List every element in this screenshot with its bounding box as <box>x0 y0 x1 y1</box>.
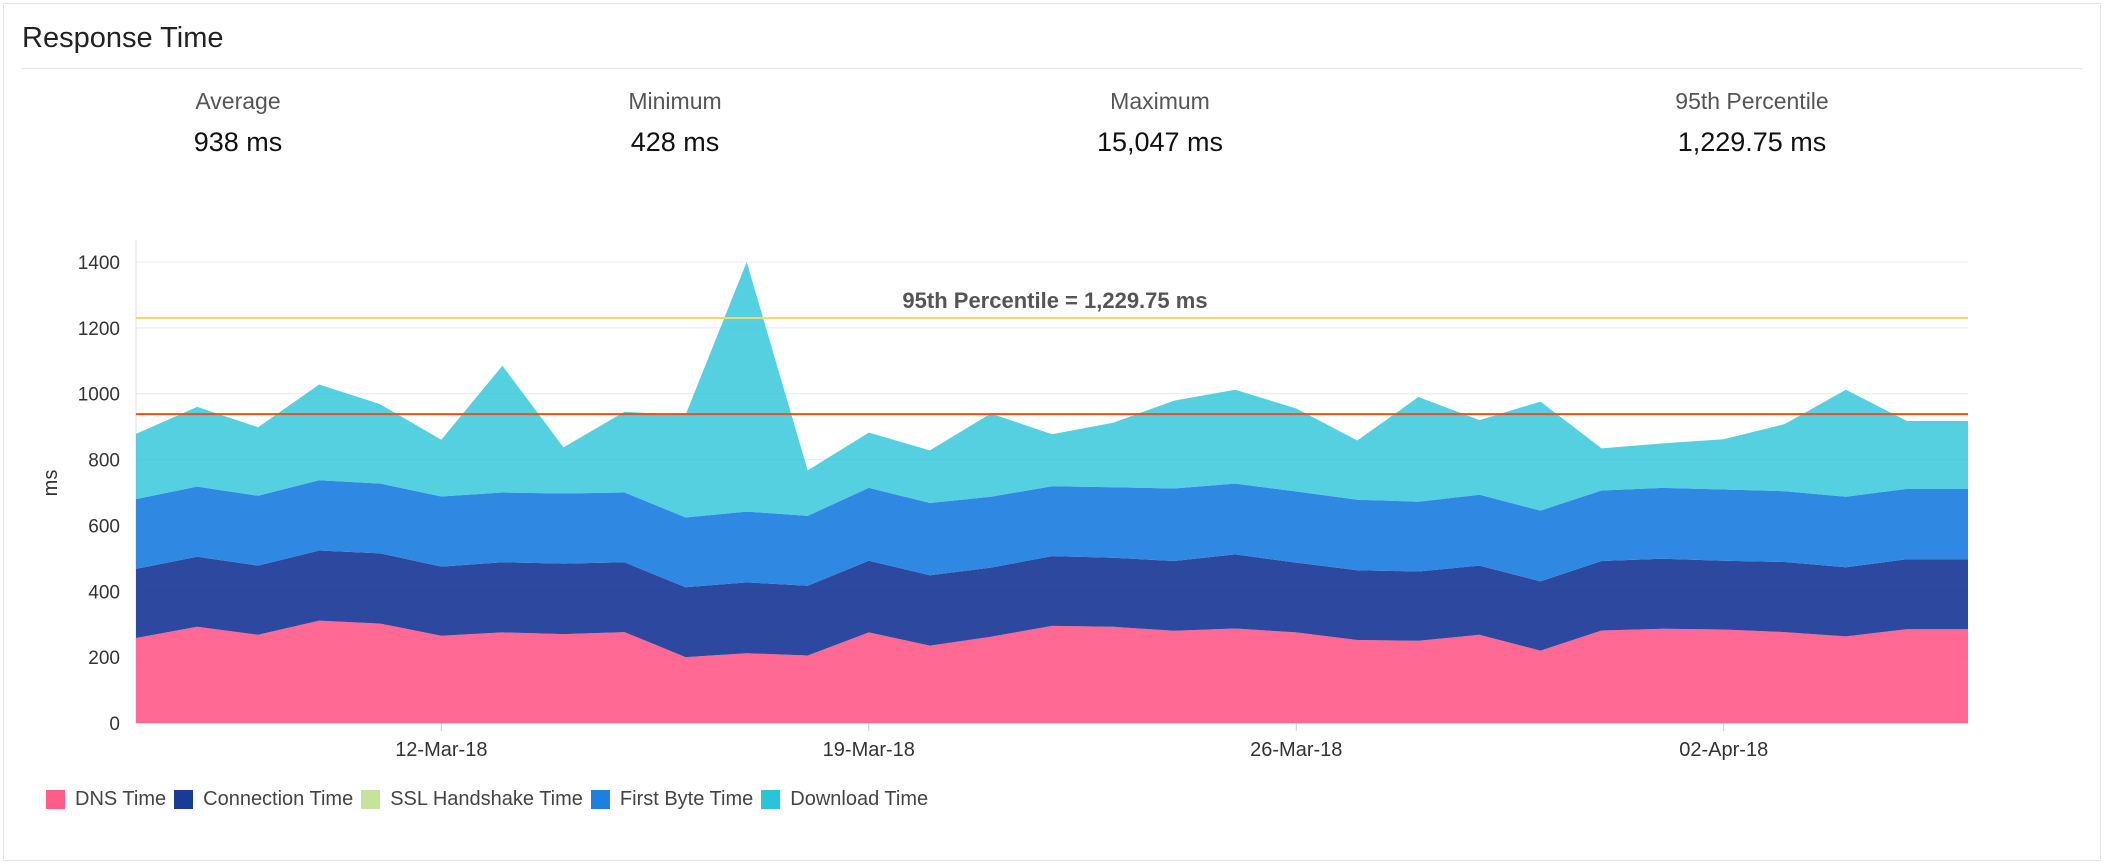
area-series-dns-time <box>136 620 1968 723</box>
legend-swatch <box>361 790 381 809</box>
y-tick-label: 400 <box>88 582 120 603</box>
legend-item-first-byte-time[interactable]: First Byte Time <box>590 788 754 811</box>
area-series-connection-time <box>136 550 1968 658</box>
y-tick-label: 200 <box>88 648 120 669</box>
x-tick-label: 12-Mar-18 <box>395 739 487 761</box>
area-series-first-byte-time <box>136 480 1968 588</box>
panel-title: Response Time <box>22 22 224 54</box>
legend-item-ssl-handshake-time[interactable]: SSL Handshake Time <box>361 788 583 811</box>
y-tick-label: 1200 <box>78 319 120 340</box>
legend-label: Download Time <box>790 788 929 810</box>
legend-label: SSL Handshake Time <box>390 788 583 810</box>
area-series-download-time <box>136 262 1968 518</box>
title-divider <box>22 68 2082 69</box>
stat-label: Average <box>195 88 281 114</box>
y-tick-label: 1400 <box>78 253 120 274</box>
x-tick-label: 26-Mar-18 <box>1250 739 1342 761</box>
legend-swatch <box>46 790 65 809</box>
y-tick-label: 0 <box>109 714 120 735</box>
y-tick-label: 1000 <box>78 385 120 406</box>
legend-swatch <box>174 790 194 809</box>
stat-value: 938 ms <box>193 127 283 157</box>
stat-label: Minimum <box>628 88 722 114</box>
legend-label: First Byte Time <box>619 788 754 810</box>
stat-95th-percentile: 95th Percentile 1,229.75 ms <box>1602 88 1902 158</box>
stat-value: 15,047 ms <box>1096 127 1224 157</box>
legend-item-dns-time[interactable]: DNS Time <box>46 788 166 811</box>
y-tick-label: 800 <box>88 451 120 472</box>
legend-swatch <box>761 790 781 809</box>
stat-minimum: Minimum 428 ms <box>525 88 825 158</box>
stat-label: 95th Percentile <box>1675 88 1829 114</box>
legend-item-connection-time[interactable]: Connection Time <box>174 788 353 811</box>
legend-swatch <box>590 790 610 809</box>
x-tick-label: 19-Mar-18 <box>823 739 915 761</box>
chart-legend: DNS Time Connection Time SSL Handshake T… <box>46 788 936 811</box>
y-tick-label: 600 <box>88 516 120 537</box>
y-axis-label: ms <box>40 470 62 497</box>
legend-label: Connection Time <box>203 788 354 810</box>
stat-maximum: Maximum 15,047 ms <box>1010 88 1310 158</box>
stat-label: Maximum <box>1110 88 1210 114</box>
stat-average: Average 938 ms <box>88 88 388 158</box>
reference-line-label: 95th Percentile = 1,229.75 ms <box>902 288 1207 313</box>
x-tick-label: 02-Apr-18 <box>1679 739 1768 761</box>
legend-label: DNS Time <box>75 788 167 810</box>
stat-value: 428 ms <box>630 127 720 157</box>
legend-item-download-time[interactable]: Download Time <box>761 788 928 811</box>
stat-value: 1,229.75 ms <box>1677 127 1827 157</box>
